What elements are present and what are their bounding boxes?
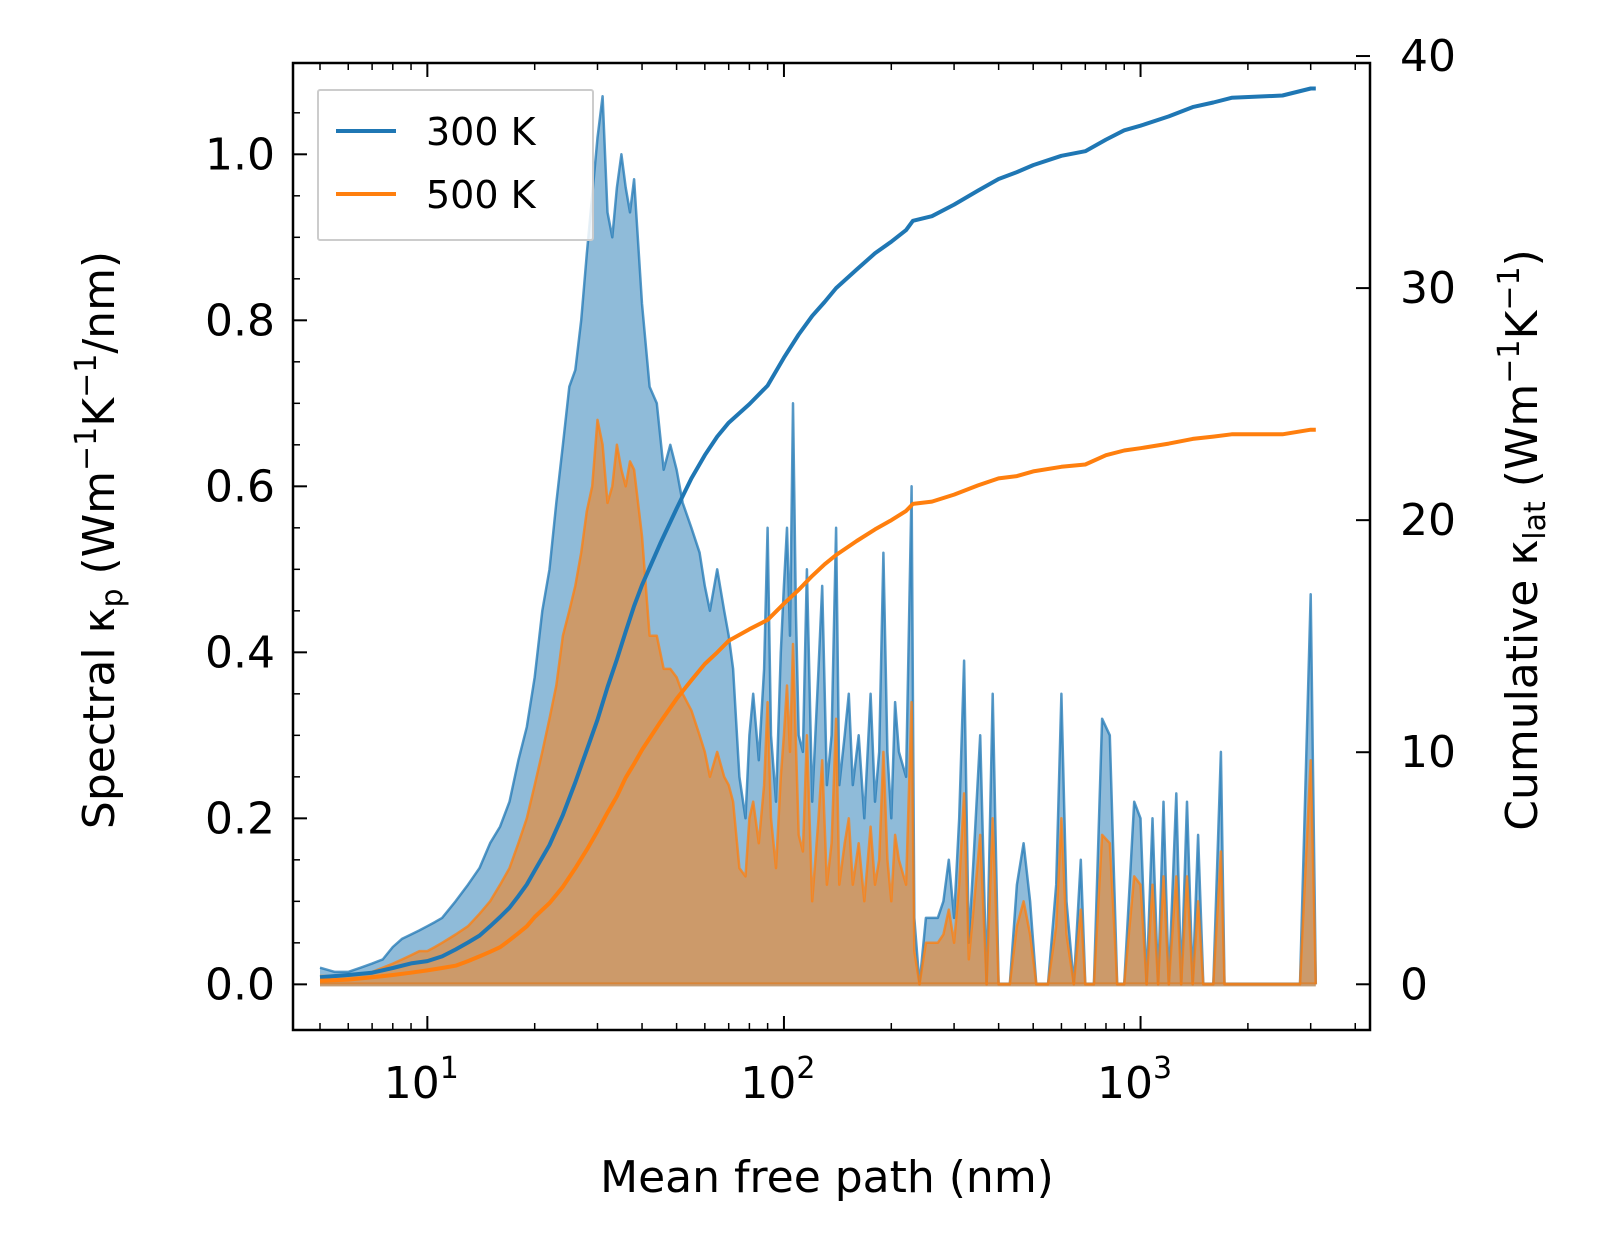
y-right-tick-label: 10 — [1400, 727, 1456, 778]
y-right-tick-label: 0 — [1400, 959, 1428, 1010]
y-left-tick-label: 1.0 — [205, 129, 275, 180]
y-left-tick-label: 0.4 — [205, 627, 275, 678]
x-axis-title: Mean free path (nm) — [600, 1152, 1054, 1203]
legend: 300 K 500 K — [317, 89, 594, 241]
y-left-tick-label: 0.2 — [205, 793, 275, 844]
y-left-tick-label: 0.6 — [205, 461, 275, 512]
cumulative-line-500k — [319, 427, 1316, 983]
y-left-tick-label: 0.0 — [205, 959, 275, 1010]
x-tick-label: 101 — [384, 1051, 459, 1109]
x-tick-label: 102 — [740, 1051, 815, 1109]
y-right-axis-title: Cumulative κlat (Wm−1K−1) — [1492, 249, 1553, 831]
y-right-tick-label: 20 — [1400, 495, 1456, 546]
y-left-axis-title: Spectral κp (Wm−1K−1/nm) — [69, 251, 130, 829]
y-left-tick-label: 0.8 — [205, 295, 275, 346]
plot-area — [319, 86, 1318, 987]
y-right-tick-label: 30 — [1400, 263, 1456, 314]
plot-frame — [291, 61, 1372, 1032]
legend-label-300k: 300 K — [426, 110, 537, 154]
x-tick-label: 103 — [1097, 1051, 1172, 1109]
y-right-tick-label: 40 — [1400, 31, 1456, 82]
legend-box — [317, 89, 594, 241]
cumulative-line-300k — [319, 86, 1316, 980]
axes: 0.0 0.2 0.4 0.6 0.8 1.0 0 10 20 30 40 101 102 103 — [205, 31, 1456, 1109]
spectral-line-500k — [320, 418, 1318, 986]
spectral-area-500k — [320, 419, 1316, 985]
legend-label-500k: 500 K — [426, 173, 537, 217]
